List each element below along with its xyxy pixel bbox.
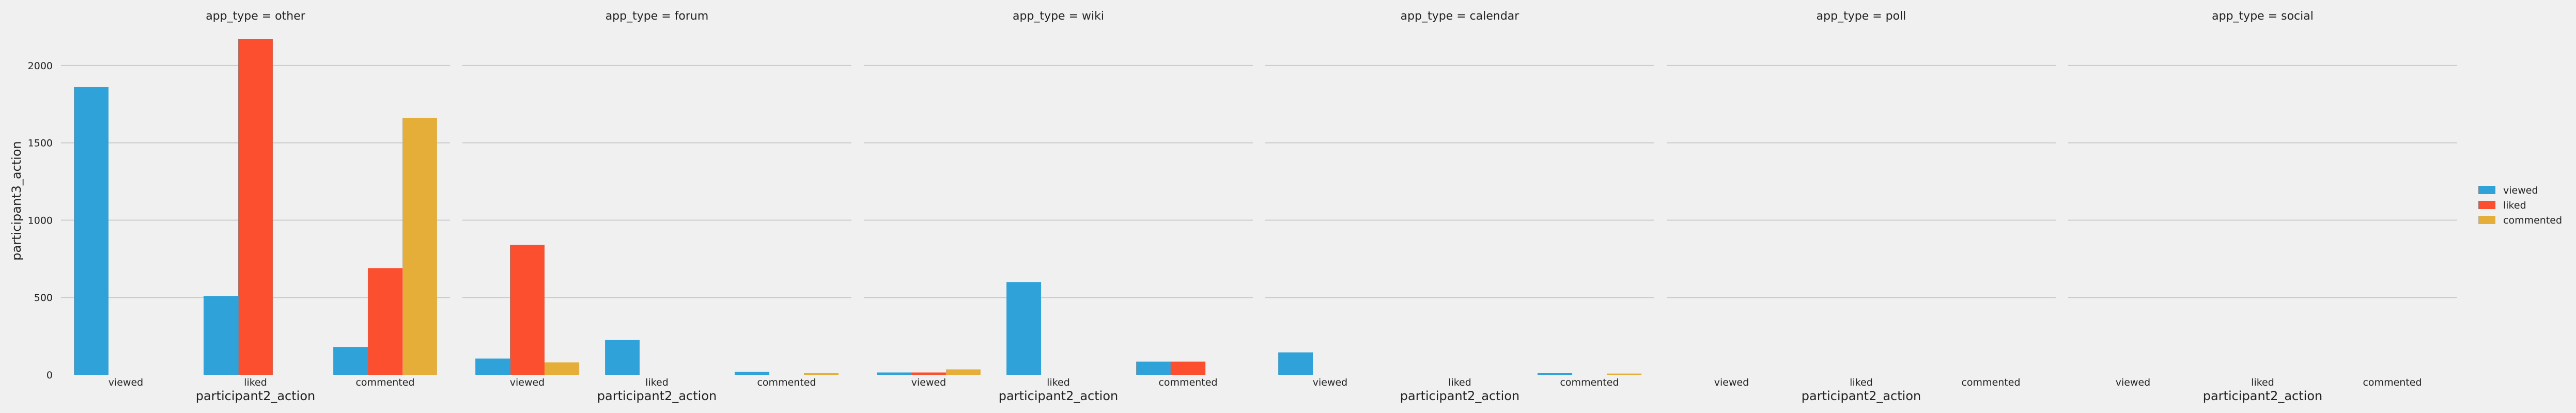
x-tick-label: liked bbox=[2251, 377, 2274, 388]
x-tick-label: viewed bbox=[510, 377, 545, 388]
x-tick-label: liked bbox=[244, 377, 267, 388]
bar-liked bbox=[1171, 361, 1205, 375]
x-tick-label: commented bbox=[1158, 377, 1217, 388]
legend-swatch-viewed bbox=[2478, 186, 2495, 194]
x-tick-label: commented bbox=[355, 377, 414, 388]
x-axis-label: participant2_action bbox=[1400, 389, 1519, 403]
bar-viewed bbox=[605, 340, 640, 375]
x-tick-label: commented bbox=[1961, 377, 2020, 388]
x-tick-label: viewed bbox=[2116, 377, 2151, 388]
bar-commented bbox=[1606, 373, 1641, 375]
bar-commented bbox=[945, 369, 981, 375]
bar-viewed bbox=[877, 372, 912, 375]
y-axis-label: participant3_action bbox=[9, 141, 24, 260]
x-tick-label: viewed bbox=[1714, 377, 1749, 388]
x-axis-label: participant2_action bbox=[1802, 389, 1921, 403]
bar-commented bbox=[544, 362, 579, 375]
bar-commented bbox=[803, 373, 839, 375]
legend-label-viewed: viewed bbox=[2503, 185, 2538, 196]
bar-viewed bbox=[1136, 361, 1171, 375]
x-tick-label: liked bbox=[1448, 377, 1471, 388]
bar-viewed bbox=[1538, 373, 1573, 375]
bar-viewed bbox=[735, 372, 770, 375]
bar-commented bbox=[402, 118, 437, 375]
y-tick-label: 0 bbox=[46, 370, 53, 381]
x-tick-label: liked bbox=[1850, 377, 1873, 388]
legend-label-liked: liked bbox=[2503, 200, 2526, 211]
y-tick-label: 1000 bbox=[28, 215, 53, 226]
bar-liked bbox=[238, 39, 273, 375]
facet-title: app_type = wiki bbox=[1013, 10, 1104, 23]
x-tick-label: liked bbox=[645, 377, 669, 388]
legend-label-commented: commented bbox=[2503, 215, 2562, 226]
x-tick-label: liked bbox=[1047, 377, 1070, 388]
bar-viewed bbox=[1278, 352, 1313, 375]
facet-title: app_type = calendar bbox=[1401, 10, 1520, 23]
legend-swatch-liked bbox=[2478, 201, 2495, 209]
facet-title: app_type = social bbox=[2212, 10, 2314, 23]
x-tick-label: viewed bbox=[108, 377, 144, 388]
y-tick-label: 500 bbox=[34, 292, 53, 304]
facet-title: app_type = forum bbox=[606, 10, 709, 23]
bar-liked bbox=[368, 268, 402, 375]
legend-swatch-commented bbox=[2478, 216, 2495, 224]
x-tick-label: viewed bbox=[1313, 377, 1348, 388]
bar-liked bbox=[911, 372, 946, 375]
x-axis-label: participant2_action bbox=[2203, 389, 2322, 403]
bar-viewed bbox=[1006, 282, 1042, 375]
bar-liked bbox=[510, 245, 545, 375]
bar-viewed bbox=[475, 358, 510, 375]
bar-viewed bbox=[204, 296, 239, 375]
y-tick-label: 2000 bbox=[28, 60, 53, 72]
bar-viewed bbox=[333, 347, 368, 375]
x-axis-label: participant2_action bbox=[597, 389, 717, 403]
bar-viewed bbox=[74, 87, 109, 375]
facet-title: app_type = poll bbox=[1817, 10, 1906, 23]
facet-title: app_type = other bbox=[206, 10, 306, 23]
y-tick-label: 1500 bbox=[28, 138, 53, 149]
x-tick-label: commented bbox=[1560, 377, 1619, 388]
x-axis-label: participant2_action bbox=[999, 389, 1118, 403]
x-axis-label: participant2_action bbox=[196, 389, 315, 403]
x-tick-label: commented bbox=[2363, 377, 2422, 388]
x-tick-label: viewed bbox=[911, 377, 946, 388]
x-tick-label: commented bbox=[757, 377, 816, 388]
